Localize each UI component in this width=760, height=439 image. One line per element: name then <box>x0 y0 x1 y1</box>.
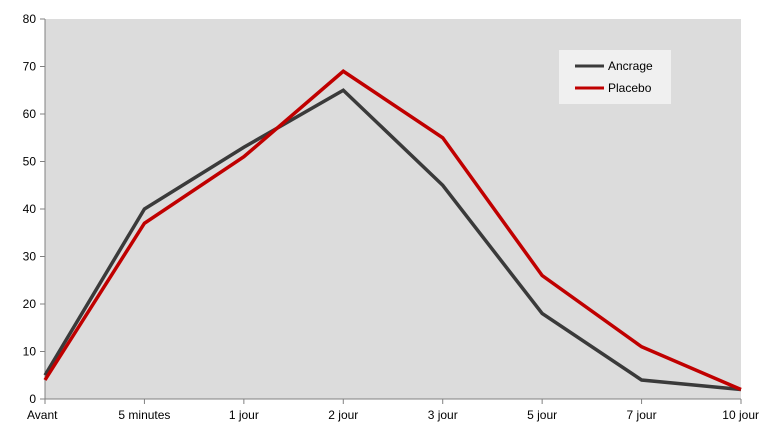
x-tick-label: 2 jour <box>328 408 358 422</box>
x-axis: Avant 5 minutes 1 jour 2 jour 3 jour 5 jour 7 … <box>27 398 759 422</box>
legend-label-ancrage: Ancrage <box>608 59 653 73</box>
y-tick-label: 0 <box>29 392 36 406</box>
x-tick-label: 5 minutes <box>118 408 170 422</box>
x-tick-label: 7 jour <box>627 408 657 422</box>
x-tick-label: 10 jour <box>722 408 759 422</box>
y-tick-label: 80 <box>23 12 37 26</box>
y-tick-label: 60 <box>23 107 37 121</box>
y-tick-label: 50 <box>23 155 37 169</box>
x-tick-label: 1 jour <box>229 408 259 422</box>
x-tick-label: Avant <box>27 408 58 422</box>
series-line-ancrage <box>43 88 742 392</box>
x-tick-label: 5 jour <box>527 408 557 422</box>
y-tick-label: 70 <box>23 60 37 74</box>
y-tick-label: 10 <box>23 345 37 359</box>
y-tick-label: 30 <box>23 250 37 264</box>
y-axis: 0 10 20 30 40 50 60 70 80 <box>23 12 46 406</box>
legend: Ancrage Placebo <box>559 50 671 104</box>
legend-box <box>559 50 671 104</box>
y-tick-label: 20 <box>23 297 37 311</box>
y-tick-label: 40 <box>23 202 37 216</box>
x-tick-label: 3 jour <box>428 408 458 422</box>
legend-label-placebo: Placebo <box>608 81 652 95</box>
series-layer <box>43 69 742 392</box>
series-line-placebo <box>43 69 742 392</box>
